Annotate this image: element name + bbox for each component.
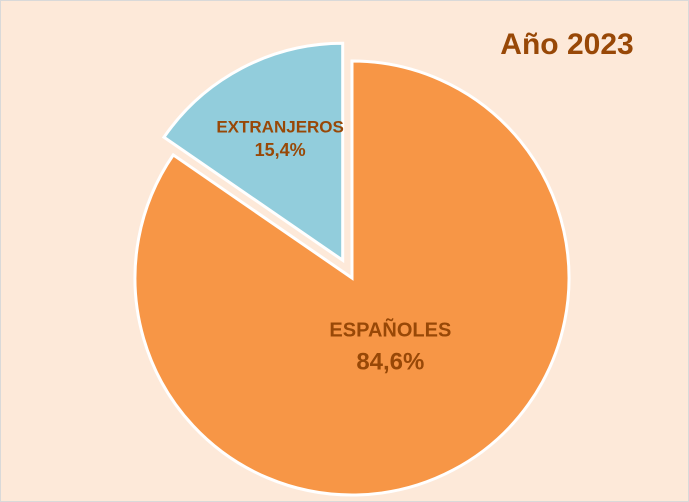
slice-label: EXTRANJEROS [216,118,344,137]
slice-value-label: 84,6% [356,348,424,375]
chart-title: Año 2023 [500,28,633,61]
slice-label: ESPAÑOLES [329,318,451,341]
pie-slice [133,59,571,497]
slice-value-label: 15,4% [255,140,306,160]
pie-slice [161,41,345,264]
